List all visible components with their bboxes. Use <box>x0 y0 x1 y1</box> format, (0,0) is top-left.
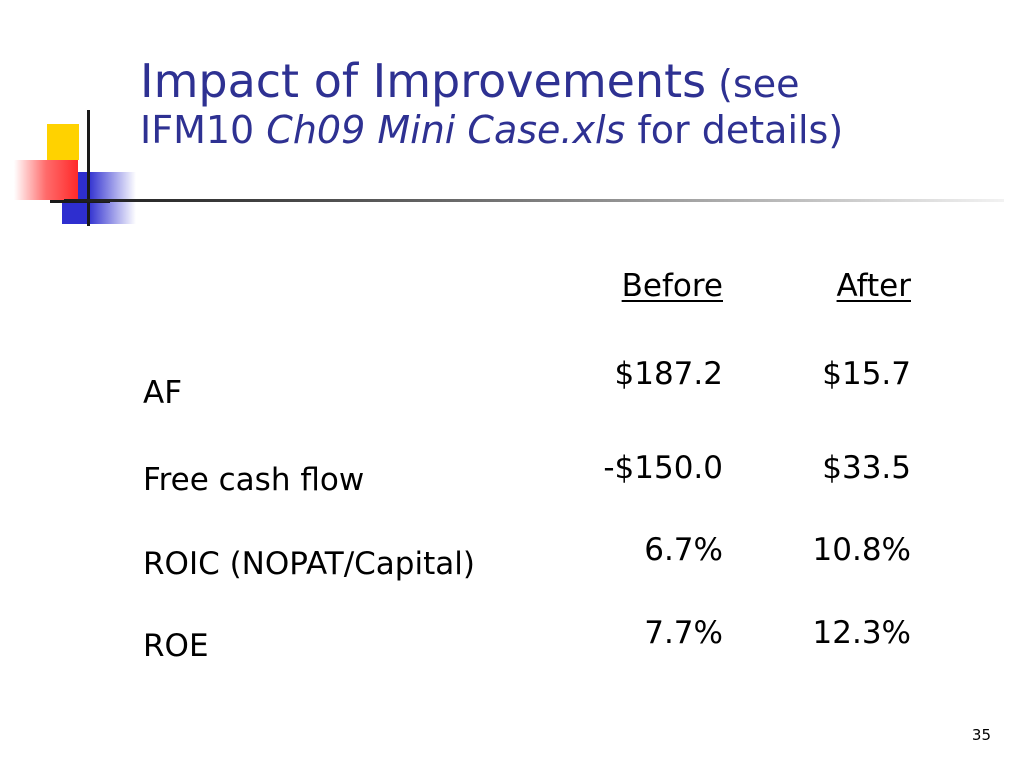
cell-fcf-after: $33.5 <box>822 450 911 486</box>
title-divider <box>64 199 1004 202</box>
title-filename: Ch09 Mini Case.xls <box>266 108 626 152</box>
cell-roe-after: 12.3% <box>812 615 911 651</box>
slide-title: Impact of Improvements (see IFM10 Ch09 M… <box>140 58 1010 153</box>
cell-af-after: $15.7 <box>822 356 911 392</box>
row-label-roe: ROE <box>143 628 209 664</box>
column-header-before: Before <box>621 268 723 304</box>
cell-roic-before: 6.7% <box>644 532 723 568</box>
column-header-after: After <box>836 268 911 304</box>
cell-fcf-before: -$150.0 <box>603 450 723 486</box>
logo-vertical-line <box>87 110 90 226</box>
cell-roic-after: 10.8% <box>812 532 911 568</box>
title-paren-open: (see <box>706 62 800 106</box>
slide-number: 35 <box>971 726 991 744</box>
title-line2-suffix: for details) <box>625 108 844 152</box>
cell-roe-before: 7.7% <box>644 615 723 651</box>
cell-af-before: $187.2 <box>614 356 723 392</box>
slide-logo-graphic <box>0 0 140 235</box>
title-line2-prefix: IFM10 <box>140 108 267 152</box>
logo-yellow-square <box>47 124 79 160</box>
row-label-free-cash-flow: Free cash flow <box>143 462 365 498</box>
row-label-roic: ROIC (NOPAT/Capital) <box>143 546 475 582</box>
logo-red-square <box>14 160 78 200</box>
row-label-af: AF <box>143 375 183 411</box>
title-main: Impact of Improvements <box>140 54 707 108</box>
